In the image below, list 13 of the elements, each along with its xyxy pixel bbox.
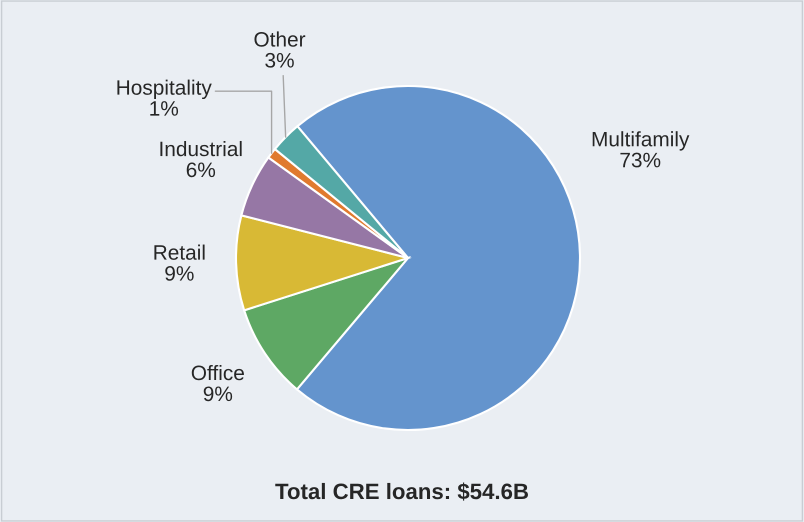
data-label: 9%: [204, 386, 232, 402]
slice-label: Other: [254, 31, 306, 47]
data-label: 73%: [620, 152, 660, 168]
slice-label: Multifamily: [592, 131, 690, 151]
data-label: 6%: [186, 162, 216, 178]
slice-label: Hospitality: [117, 80, 212, 100]
data-label: 3%: [265, 52, 294, 68]
slice-label: Office: [192, 364, 244, 380]
slice-label: Retail: [154, 244, 205, 260]
data-label: 9%: [165, 266, 194, 281]
slice-label: Industrial: [160, 140, 242, 156]
text: Total CRE loans: $54.6B: [275, 482, 528, 501]
data-label: 1%: [150, 101, 178, 116]
